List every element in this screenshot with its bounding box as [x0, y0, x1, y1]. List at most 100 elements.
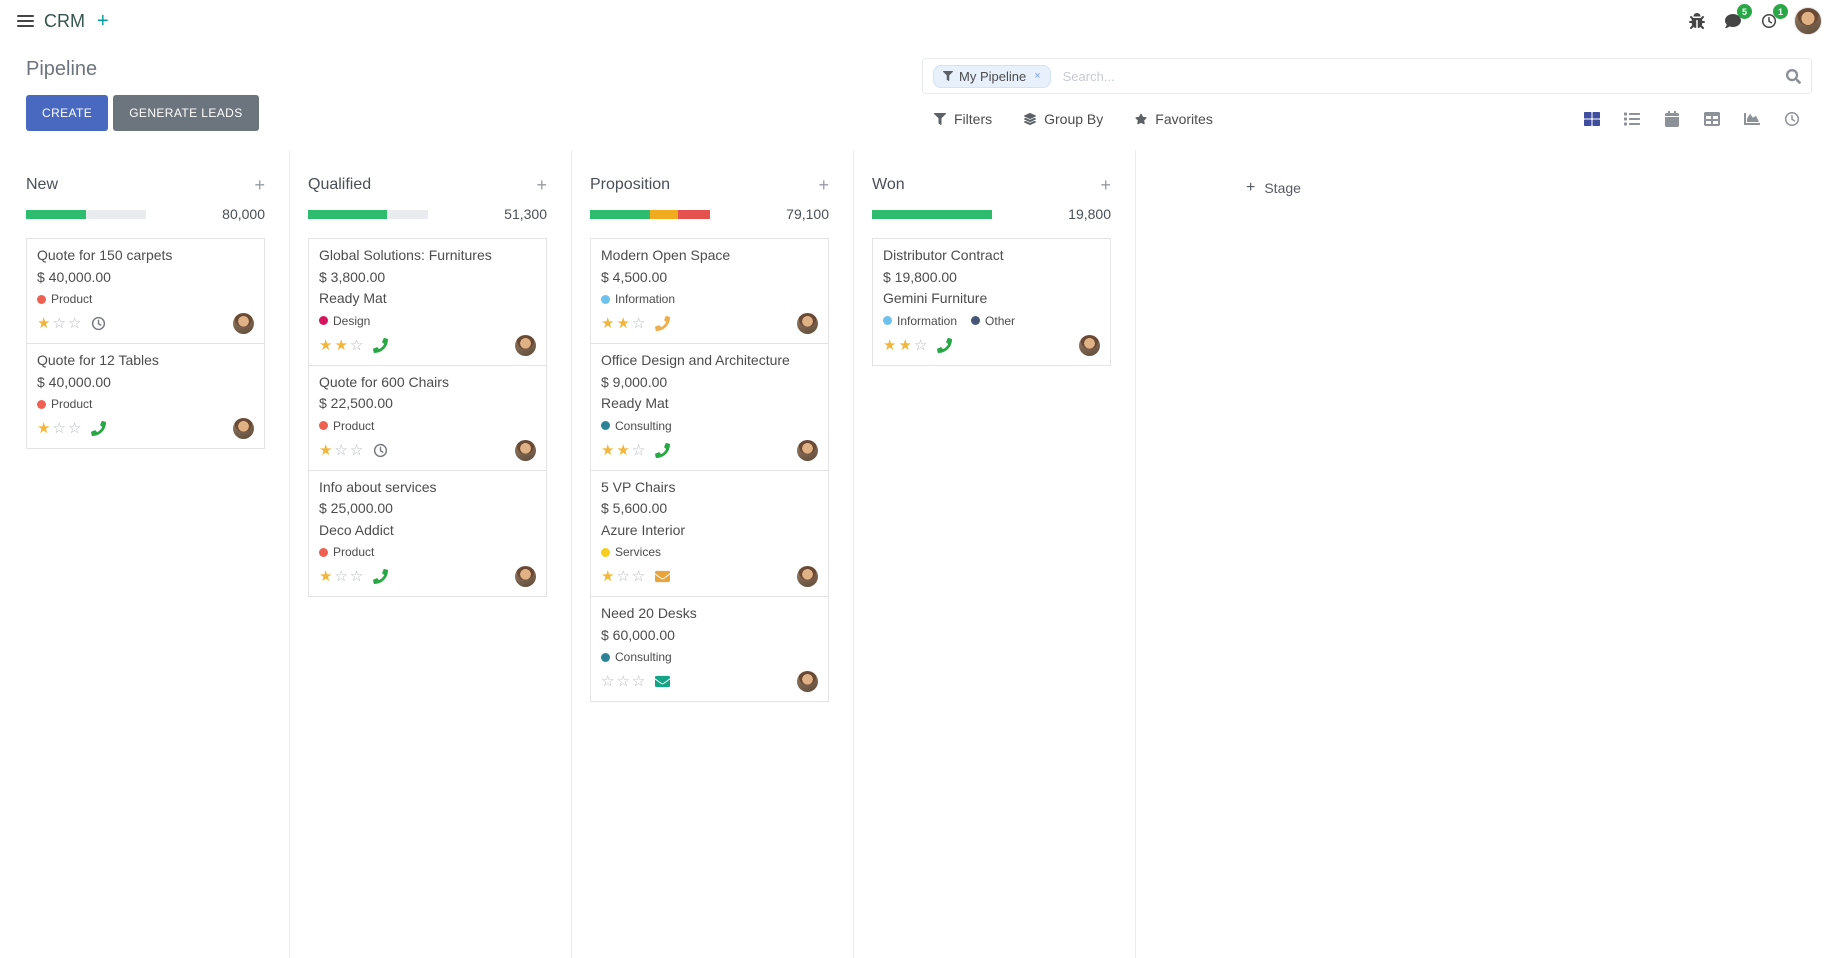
kanban-card[interactable]: 5 VP Chairs $ 5,600.00 Azure Interior Se… — [590, 469, 829, 597]
priority-stars[interactable]: ★ ☆☆ — [319, 569, 365, 584]
star-empty-icon[interactable]: ☆☆ — [52, 420, 84, 437]
stage-progressbar[interactable] — [26, 209, 146, 219]
generate-leads-button[interactable]: GENERATE LEADS — [113, 95, 259, 131]
progress-segment[interactable] — [872, 209, 992, 219]
page-title: Pipeline — [26, 58, 98, 80]
star-filled-icon[interactable]: ★ — [37, 420, 53, 437]
salesperson-avatar[interactable] — [233, 418, 254, 439]
view-switch-graph[interactable] — [1732, 104, 1772, 134]
clock-icon[interactable] — [373, 443, 388, 458]
star-empty-icon[interactable]: ☆ — [349, 336, 366, 354]
facet-remove-icon[interactable]: × — [1034, 69, 1041, 82]
phone-icon[interactable] — [373, 569, 388, 584]
filters-menu[interactable]: Filters — [934, 111, 992, 127]
salesperson-avatar[interactable] — [515, 334, 536, 356]
debug-bug-icon[interactable] — [1686, 10, 1708, 32]
phone-icon[interactable] — [91, 421, 106, 436]
star-filled-icon[interactable]: ★ — [319, 441, 335, 459]
envelope-icon[interactable] — [655, 569, 670, 584]
quick-create-plus-icon[interactable]: + — [254, 175, 265, 195]
salesperson-avatar[interactable] — [797, 566, 818, 587]
stage-progressbar[interactable] — [308, 209, 428, 219]
star-empty-icon[interactable]: ☆☆ — [616, 568, 648, 585]
kanban-card[interactable]: Global Solutions: Furnitures $ 3,800.00 … — [308, 238, 547, 366]
star-empty-icon[interactable]: ☆☆ — [334, 568, 366, 585]
star-filled-icon[interactable]: ★★ — [319, 336, 350, 354]
star-empty-icon[interactable]: ☆ — [631, 315, 648, 332]
nav-plus-icon[interactable]: + — [93, 9, 113, 33]
priority-stars[interactable]: ★ ☆☆ — [37, 316, 83, 331]
view-switch-activity[interactable] — [1772, 104, 1812, 134]
search-facet[interactable]: My Pipeline × — [933, 64, 1051, 88]
salesperson-avatar[interactable] — [515, 566, 536, 587]
priority-stars[interactable]: ☆☆☆ — [601, 674, 647, 689]
star-filled-icon[interactable]: ★★ — [883, 336, 914, 354]
progress-segment[interactable] — [650, 209, 678, 219]
priority-stars[interactable]: ★ ☆☆ — [319, 443, 365, 458]
view-switch-list[interactable] — [1612, 104, 1652, 134]
priority-stars[interactable]: ★ ☆☆ — [37, 421, 83, 436]
phone-icon[interactable] — [655, 316, 670, 331]
quick-create-plus-icon[interactable]: + — [1100, 175, 1111, 195]
quick-create-plus-icon[interactable]: + — [536, 175, 547, 195]
kanban-card[interactable]: Quote for 600 Chairs $ 22,500.00 Product… — [308, 364, 547, 471]
quick-create-plus-icon[interactable]: + — [818, 175, 829, 195]
kanban-card[interactable]: Need 20 Desks $ 60,000.00 Consulting ☆☆☆ — [590, 596, 829, 702]
create-button[interactable]: CREATE — [26, 95, 109, 131]
activities-clock-icon[interactable]: 1 — [1758, 4, 1788, 32]
progress-segment[interactable] — [590, 209, 650, 219]
clock-icon[interactable] — [91, 316, 106, 331]
kanban-card[interactable]: Quote for 150 carpets $ 40,000.00 Produc… — [26, 238, 265, 344]
apps-menu-icon[interactable] — [8, 4, 42, 38]
stage-progressbar[interactable] — [872, 209, 992, 219]
star-filled-icon[interactable]: ★★ — [601, 441, 632, 459]
progress-segment[interactable] — [26, 209, 86, 219]
envelope-icon[interactable] — [655, 674, 670, 689]
kanban-card[interactable]: Distributor Contract $ 19,800.00 Gemini … — [872, 238, 1111, 366]
add-stage-label: Stage — [1264, 180, 1301, 196]
star-filled-icon[interactable]: ★★ — [601, 315, 632, 332]
star-empty-icon[interactable]: ☆☆☆ — [601, 673, 648, 690]
salesperson-avatar[interactable] — [797, 671, 818, 692]
progress-segment[interactable] — [677, 209, 710, 219]
view-switch-pivot[interactable] — [1692, 104, 1732, 134]
progress-segment[interactable] — [308, 209, 388, 219]
priority-stars[interactable]: ★★ ☆ — [319, 338, 365, 353]
phone-icon[interactable] — [655, 443, 670, 458]
user-avatar[interactable] — [1794, 7, 1822, 35]
star-empty-icon[interactable]: ☆☆ — [52, 315, 84, 332]
stage-progressbar[interactable] — [590, 209, 710, 219]
star-empty-icon[interactable]: ☆ — [913, 336, 930, 354]
priority-stars[interactable]: ★★ ☆ — [601, 316, 647, 331]
view-switch-calendar[interactable] — [1652, 104, 1692, 134]
star-filled-icon[interactable]: ★ — [319, 568, 335, 585]
view-switch-kanban[interactable] — [1572, 104, 1612, 134]
salesperson-avatar[interactable] — [797, 313, 818, 334]
salesperson-avatar[interactable] — [1079, 334, 1100, 356]
messages-icon[interactable]: 5 — [1722, 4, 1752, 32]
salesperson-avatar[interactable] — [233, 313, 254, 334]
priority-stars[interactable]: ★★ ☆ — [601, 443, 647, 458]
phone-icon[interactable] — [937, 338, 952, 353]
phone-icon[interactable] — [373, 338, 388, 353]
add-stage-button[interactable]: + Stage — [1246, 180, 1301, 197]
search-input[interactable] — [1050, 68, 1786, 84]
search-icon[interactable] — [1786, 69, 1801, 84]
group-by-menu[interactable]: Group By — [1024, 111, 1103, 127]
app-name[interactable]: CRM — [44, 10, 85, 31]
star-filled-icon[interactable]: ★ — [601, 568, 617, 585]
stage-counter: 80,000 — [222, 206, 265, 222]
star-empty-icon[interactable]: ☆☆ — [334, 441, 366, 459]
priority-stars[interactable]: ★ ☆☆ — [601, 569, 647, 584]
star-empty-icon[interactable]: ☆ — [631, 441, 648, 459]
favorites-menu[interactable]: Favorites — [1135, 111, 1213, 127]
kanban-card[interactable]: Quote for 12 Tables $ 40,000.00 Product … — [26, 343, 265, 449]
kanban-card[interactable]: Info about services $ 25,000.00 Deco Add… — [308, 469, 547, 597]
salesperson-avatar[interactable] — [797, 439, 818, 461]
salesperson-avatar[interactable] — [515, 439, 536, 461]
top-navbar: CRM + 5 1 — [0, 0, 1838, 42]
priority-stars[interactable]: ★★ ☆ — [883, 338, 929, 353]
kanban-card[interactable]: Office Design and Architecture $ 9,000.0… — [590, 343, 829, 471]
star-filled-icon[interactable]: ★ — [37, 315, 53, 332]
kanban-card[interactable]: Modern Open Space $ 4,500.00 Information… — [590, 238, 829, 344]
